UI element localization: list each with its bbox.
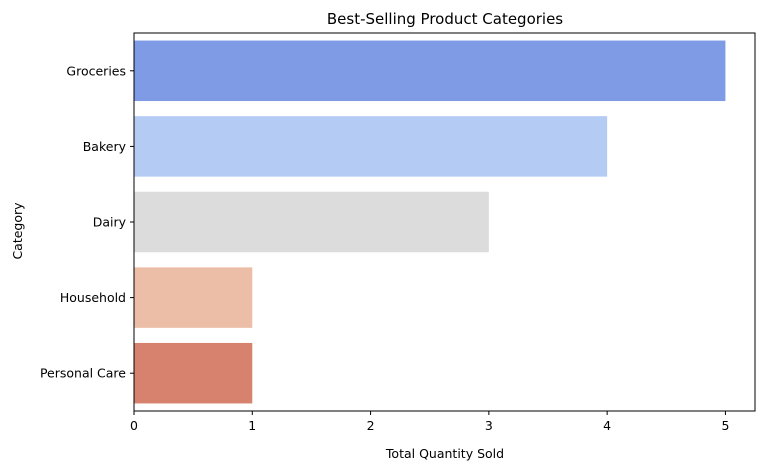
x-tick-label: 3: [485, 418, 493, 433]
bar-personal-care: [134, 342, 253, 404]
x-axis: 0 1 2 3 4 5: [130, 411, 729, 433]
bar-bakery: [134, 116, 608, 177]
x-axis-title: Total Quantity Sold: [385, 446, 504, 461]
y-axis-title: Category: [10, 202, 25, 260]
x-tick-label: 5: [721, 418, 729, 433]
bar-household: [134, 267, 253, 328]
y-tick-label: Bakery: [83, 139, 127, 154]
x-tick-label: 1: [248, 418, 256, 433]
plot-frame: [133, 32, 756, 412]
y-tick-label: Household: [60, 290, 126, 305]
bars-layer: [134, 40, 726, 404]
chart-title: Best-Selling Product Categories: [327, 10, 563, 28]
y-tick-label: Dairy: [93, 215, 127, 230]
x-tick-label: 2: [367, 418, 375, 433]
x-tick-label: 4: [603, 418, 611, 433]
y-axis: Groceries Bakery Dairy Household Personal Ca…: [40, 63, 134, 381]
bar-groceries: [134, 40, 726, 102]
x-tick-label: 0: [130, 418, 138, 433]
bar-dairy: [134, 191, 489, 253]
y-tick-label: Personal Care: [40, 366, 126, 381]
y-tick-label: Groceries: [66, 63, 126, 78]
